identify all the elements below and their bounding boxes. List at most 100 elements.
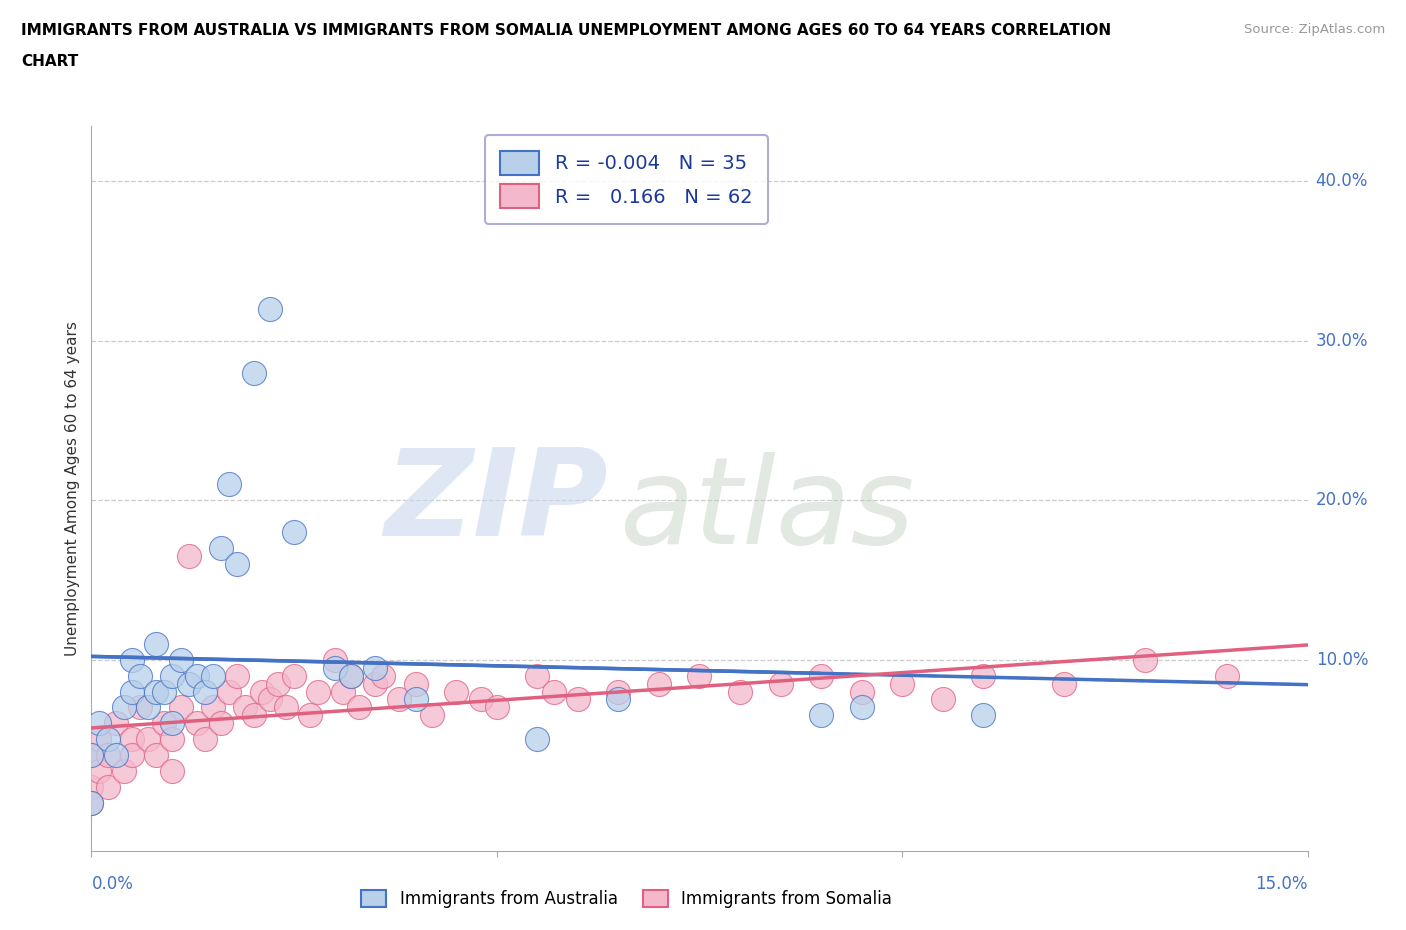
Point bbox=[121, 652, 143, 667]
Text: 0.0%: 0.0% bbox=[91, 875, 134, 893]
Point bbox=[169, 700, 191, 715]
Point bbox=[153, 716, 176, 731]
Point bbox=[145, 748, 167, 763]
Point bbox=[323, 652, 346, 667]
Point bbox=[162, 716, 184, 731]
Point bbox=[121, 732, 143, 747]
Point bbox=[347, 700, 370, 715]
Point bbox=[104, 716, 127, 731]
Point bbox=[567, 692, 589, 707]
Text: atlas: atlas bbox=[620, 451, 915, 568]
Point bbox=[405, 676, 427, 691]
Point bbox=[373, 668, 395, 683]
Point bbox=[420, 708, 443, 723]
Text: 10.0%: 10.0% bbox=[1316, 651, 1368, 669]
Text: 15.0%: 15.0% bbox=[1256, 875, 1308, 893]
Point bbox=[89, 716, 111, 731]
Point bbox=[851, 700, 873, 715]
Text: 20.0%: 20.0% bbox=[1316, 491, 1368, 510]
Point bbox=[80, 796, 103, 811]
Point bbox=[267, 676, 290, 691]
Y-axis label: Unemployment Among Ages 60 to 64 years: Unemployment Among Ages 60 to 64 years bbox=[65, 321, 80, 656]
Point bbox=[891, 676, 914, 691]
Point bbox=[364, 676, 387, 691]
Point bbox=[444, 684, 467, 699]
Point bbox=[89, 732, 111, 747]
Point bbox=[259, 301, 281, 316]
Point bbox=[543, 684, 565, 699]
Point bbox=[202, 668, 225, 683]
Point bbox=[242, 365, 264, 380]
Point bbox=[307, 684, 329, 699]
Legend: Immigrants from Australia, Immigrants from Somalia: Immigrants from Australia, Immigrants fr… bbox=[354, 884, 898, 915]
Text: Source: ZipAtlas.com: Source: ZipAtlas.com bbox=[1244, 23, 1385, 36]
Point bbox=[274, 700, 297, 715]
Point bbox=[162, 764, 184, 778]
Point bbox=[97, 748, 120, 763]
Point bbox=[136, 700, 159, 715]
Point bbox=[153, 684, 176, 699]
Point bbox=[226, 556, 249, 571]
Point bbox=[972, 708, 994, 723]
Point bbox=[202, 700, 225, 715]
Point bbox=[364, 660, 387, 675]
Text: ZIP: ZIP bbox=[384, 445, 609, 562]
Point bbox=[1053, 676, 1076, 691]
Point bbox=[728, 684, 751, 699]
Point bbox=[145, 684, 167, 699]
Text: CHART: CHART bbox=[21, 54, 79, 69]
Point bbox=[250, 684, 273, 699]
Point bbox=[121, 748, 143, 763]
Point bbox=[177, 676, 200, 691]
Point bbox=[97, 779, 120, 794]
Point bbox=[299, 708, 322, 723]
Point bbox=[242, 708, 264, 723]
Point bbox=[810, 668, 832, 683]
Point bbox=[283, 668, 305, 683]
Point bbox=[162, 668, 184, 683]
Point bbox=[104, 748, 127, 763]
Point bbox=[186, 716, 208, 731]
Point bbox=[340, 668, 363, 683]
Point bbox=[80, 796, 103, 811]
Point bbox=[235, 700, 257, 715]
Point bbox=[485, 700, 508, 715]
Point bbox=[1135, 652, 1157, 667]
Point bbox=[972, 668, 994, 683]
Point bbox=[851, 684, 873, 699]
Point bbox=[129, 700, 152, 715]
Point bbox=[607, 684, 630, 699]
Point bbox=[648, 676, 671, 691]
Point bbox=[526, 732, 548, 747]
Point bbox=[769, 676, 792, 691]
Point bbox=[112, 700, 135, 715]
Point bbox=[388, 692, 411, 707]
Point bbox=[810, 708, 832, 723]
Point bbox=[526, 668, 548, 683]
Point bbox=[340, 668, 363, 683]
Point bbox=[145, 636, 167, 651]
Point bbox=[405, 692, 427, 707]
Point bbox=[688, 668, 710, 683]
Point bbox=[136, 732, 159, 747]
Point bbox=[186, 668, 208, 683]
Point bbox=[169, 652, 191, 667]
Point bbox=[1215, 668, 1237, 683]
Point bbox=[607, 692, 630, 707]
Point bbox=[209, 540, 232, 555]
Point bbox=[80, 748, 103, 763]
Text: IMMIGRANTS FROM AUSTRALIA VS IMMIGRANTS FROM SOMALIA UNEMPLOYMENT AMONG AGES 60 : IMMIGRANTS FROM AUSTRALIA VS IMMIGRANTS … bbox=[21, 23, 1111, 38]
Point bbox=[112, 764, 135, 778]
Point bbox=[162, 732, 184, 747]
Point bbox=[80, 748, 103, 763]
Point bbox=[209, 716, 232, 731]
Point bbox=[332, 684, 354, 699]
Point bbox=[121, 684, 143, 699]
Text: 40.0%: 40.0% bbox=[1316, 172, 1368, 191]
Point bbox=[323, 660, 346, 675]
Point bbox=[80, 779, 103, 794]
Point bbox=[218, 684, 240, 699]
Point bbox=[177, 549, 200, 564]
Point bbox=[129, 668, 152, 683]
Point bbox=[259, 692, 281, 707]
